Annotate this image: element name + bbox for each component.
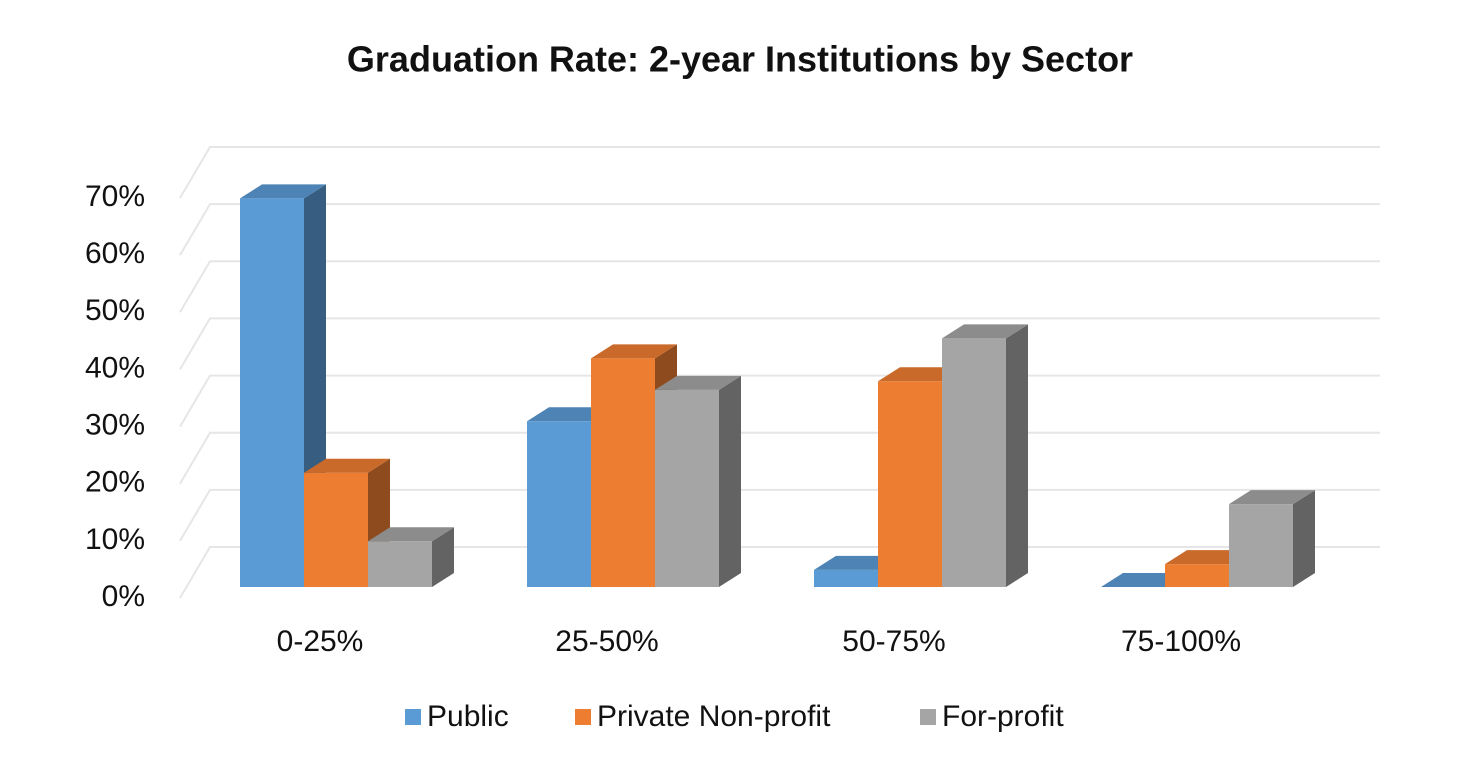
bar — [527, 421, 591, 587]
bar — [368, 541, 432, 587]
bar-top — [655, 375, 741, 390]
bar — [240, 198, 304, 587]
y-tick-label: 40% — [85, 351, 145, 384]
legend-swatch — [405, 709, 421, 725]
bar — [878, 381, 942, 587]
bar — [1229, 504, 1293, 587]
grid-line — [179, 374, 1380, 428]
bar — [814, 569, 878, 587]
y-tick-label: 60% — [85, 237, 145, 270]
legend-label: Public — [427, 700, 509, 733]
y-tick-label: 30% — [85, 408, 145, 441]
x-tick-label: 75-100% — [1121, 625, 1241, 658]
bar-top — [368, 527, 454, 542]
y-tick-label: 0% — [102, 580, 145, 613]
legend-swatch — [575, 709, 591, 725]
x-tick-label: 50-75% — [842, 625, 945, 658]
bar — [304, 472, 368, 587]
grid-line — [179, 203, 1380, 256]
y-tick-label: 20% — [85, 466, 145, 499]
chart-title: Graduation Rate: 2-year Institutions by … — [347, 39, 1133, 80]
bar — [1165, 564, 1229, 587]
x-tick-label: 25-50% — [555, 625, 658, 658]
bar-top — [304, 458, 390, 473]
bar-top — [942, 324, 1028, 339]
bar — [942, 338, 1006, 587]
y-tick-label: 70% — [85, 180, 145, 213]
legend-label: Private Non-profit — [597, 700, 831, 733]
y-tick-label: 10% — [85, 523, 145, 556]
grid-line — [179, 317, 1380, 370]
bar-top — [1229, 490, 1315, 505]
y-tick-label: 50% — [85, 294, 145, 327]
grid-line — [179, 260, 1380, 313]
bar-side — [1293, 490, 1315, 587]
bar — [655, 389, 719, 587]
legend-label: For-profit — [942, 700, 1064, 733]
bar — [591, 358, 655, 587]
bar-top — [240, 184, 326, 199]
bar-top — [591, 344, 677, 359]
bar-side — [432, 527, 454, 587]
legend-swatch — [920, 709, 936, 725]
x-tick-label: 0-25% — [277, 625, 364, 658]
bar-side — [719, 375, 741, 587]
bar-side — [1006, 324, 1028, 587]
grid-line — [179, 146, 1380, 199]
